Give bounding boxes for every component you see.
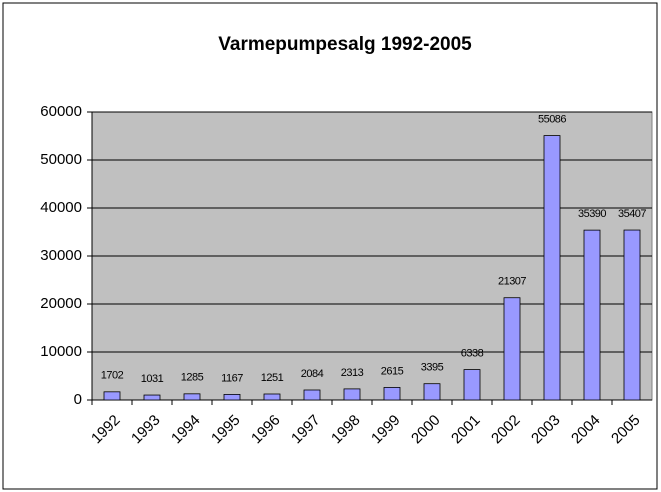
y-tick-label: 20000 [40, 295, 82, 312]
y-tick-label: 50000 [40, 151, 82, 168]
bar [423, 383, 441, 401]
value-label: 2313 [341, 367, 364, 379]
value-label: 1285 [181, 372, 204, 384]
y-tick-label: 30000 [40, 247, 82, 264]
value-label: 3395 [421, 362, 444, 374]
value-label: 1167 [221, 372, 243, 384]
bar [623, 229, 641, 401]
chart-title: Varmepumpesalg 1992-2005 [218, 34, 472, 55]
y-tick-label: 60000 [40, 103, 82, 120]
value-label: 1031 [141, 373, 164, 385]
bar [223, 393, 241, 401]
value-label: 1251 [261, 372, 284, 384]
value-label: 2615 [381, 365, 404, 377]
y-tick-label: 40000 [40, 199, 82, 216]
value-label: 35390 [578, 208, 606, 220]
bar [143, 394, 161, 401]
bar [463, 369, 481, 401]
y-tick-label: 10000 [40, 343, 82, 360]
value-label: 2084 [301, 368, 324, 380]
value-label: 35407 [618, 208, 646, 220]
bar [503, 297, 521, 401]
bar [583, 229, 601, 401]
value-label: 21307 [498, 276, 526, 288]
bar [103, 391, 121, 401]
value-label: 1702 [101, 370, 124, 382]
bar [343, 388, 361, 401]
value-label: 55086 [538, 113, 566, 125]
bar [263, 393, 281, 401]
value-label: 6338 [461, 347, 484, 359]
bar [543, 135, 561, 401]
bar [183, 393, 201, 401]
bar [303, 389, 321, 401]
bar [383, 387, 401, 401]
y-tick-label: 0 [74, 391, 82, 408]
